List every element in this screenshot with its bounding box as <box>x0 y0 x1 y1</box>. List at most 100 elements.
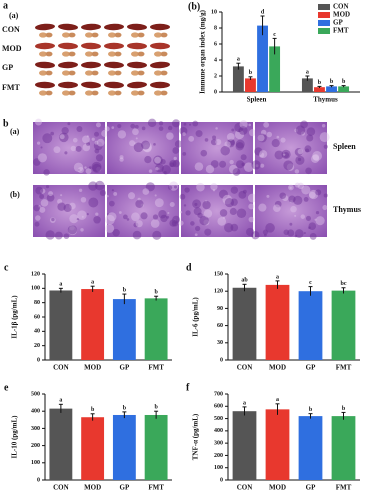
spleen-photo <box>150 42 170 50</box>
significance-letter: a <box>243 400 246 406</box>
tissue-texture <box>133 222 139 228</box>
legend-swatch <box>318 28 330 34</box>
tissue-texture <box>288 195 296 203</box>
bar <box>331 416 356 480</box>
y-axis-label: IL-6 (pg/mL) <box>192 297 200 337</box>
tissue-texture <box>36 141 41 145</box>
tissue-texture <box>40 146 43 149</box>
x-tick-label: GP <box>306 364 316 372</box>
tissue-texture <box>248 203 255 210</box>
tissue-texture <box>137 197 141 201</box>
tissue-texture <box>297 182 304 190</box>
tissue-texture <box>122 214 128 220</box>
thymus-photo <box>108 51 116 57</box>
tissue-texture <box>183 204 187 207</box>
tissue-texture <box>77 167 84 174</box>
tissue-texture <box>91 137 95 141</box>
tissue-texture <box>295 125 306 135</box>
y-tick-label: 100 <box>214 465 223 471</box>
tissue-texture <box>86 213 89 216</box>
tissue-texture <box>111 126 115 129</box>
tissue-texture <box>230 186 239 194</box>
tissue-texture <box>131 212 140 222</box>
tissue-texture <box>300 214 306 219</box>
tissue-texture <box>76 126 83 133</box>
bar <box>301 78 313 92</box>
tissue-texture <box>166 215 170 219</box>
tissue-texture <box>259 150 268 159</box>
thymus-photo <box>114 70 122 76</box>
bar <box>298 416 323 480</box>
x-tick-label: GP <box>120 364 130 372</box>
y-tick-label: 60 <box>34 314 40 320</box>
tissue-texture <box>160 158 166 165</box>
tissue-texture <box>39 206 46 213</box>
tissue-texture <box>95 122 101 128</box>
bar <box>49 408 73 480</box>
thymus-photo <box>39 51 47 57</box>
tissue-texture <box>96 166 102 172</box>
significance-letter: b <box>342 79 346 85</box>
tissue-texture <box>179 193 186 200</box>
histology-image <box>33 122 105 174</box>
tissue-texture <box>192 120 199 127</box>
thymus-photo <box>108 32 116 38</box>
spleen-photo <box>58 23 78 31</box>
x-tick-label: Spleen <box>247 96 267 104</box>
thymus-photo <box>131 70 139 76</box>
tissue-texture <box>94 148 100 154</box>
thymus-photo <box>131 51 139 57</box>
significance-letter: a <box>306 69 309 75</box>
tissue-texture <box>231 128 235 132</box>
spleen-photo <box>150 61 170 69</box>
spleen-photo <box>35 61 55 69</box>
tissue-texture <box>119 157 124 162</box>
tissue-texture <box>37 153 47 163</box>
tissue-texture <box>248 216 255 223</box>
thymus-photo <box>62 51 70 57</box>
y-tick-label: 0 <box>220 357 223 363</box>
tissue-texture <box>91 161 102 172</box>
tissue-texture <box>220 145 230 156</box>
tissue-texture <box>101 129 109 137</box>
tissue-texture <box>70 145 77 152</box>
spleen-photo <box>104 23 124 31</box>
panel-label: (b) <box>188 1 200 12</box>
tissue-texture <box>229 159 234 165</box>
bar <box>112 299 136 360</box>
tissue-texture <box>235 139 245 149</box>
tissue-texture <box>236 208 247 219</box>
tissue-texture <box>39 194 45 199</box>
tissue-texture <box>84 166 87 169</box>
thymus-photo <box>108 90 116 96</box>
tissue-texture <box>67 225 78 235</box>
y-tick-label: 10 <box>211 9 217 15</box>
thymus-photo <box>137 51 145 57</box>
significance-letter: b <box>123 405 127 411</box>
tissue-texture <box>68 226 78 236</box>
tissue-texture <box>46 193 55 202</box>
spleen-photo <box>81 81 101 89</box>
tissue-texture <box>238 126 248 135</box>
tissue-texture <box>301 185 311 195</box>
histology-image <box>255 122 327 174</box>
spleen-photo <box>127 42 147 50</box>
bar <box>112 414 136 480</box>
tissue-texture <box>319 132 330 143</box>
tissue-texture <box>40 188 44 191</box>
tissue-texture <box>297 157 302 162</box>
tissue-texture <box>266 194 270 198</box>
tissue-texture <box>92 163 102 173</box>
y-tick-label: 0 <box>37 357 40 363</box>
y-tick-label: 20 <box>34 343 40 349</box>
row-label: CON <box>2 25 20 34</box>
tissue-texture <box>179 126 188 136</box>
tissue-texture <box>281 149 291 159</box>
thymus-photo <box>137 90 145 96</box>
tissue-texture <box>210 183 218 191</box>
bar <box>338 86 350 92</box>
tissue-texture <box>258 203 267 212</box>
tissue-texture <box>155 166 159 171</box>
bar <box>265 284 290 360</box>
